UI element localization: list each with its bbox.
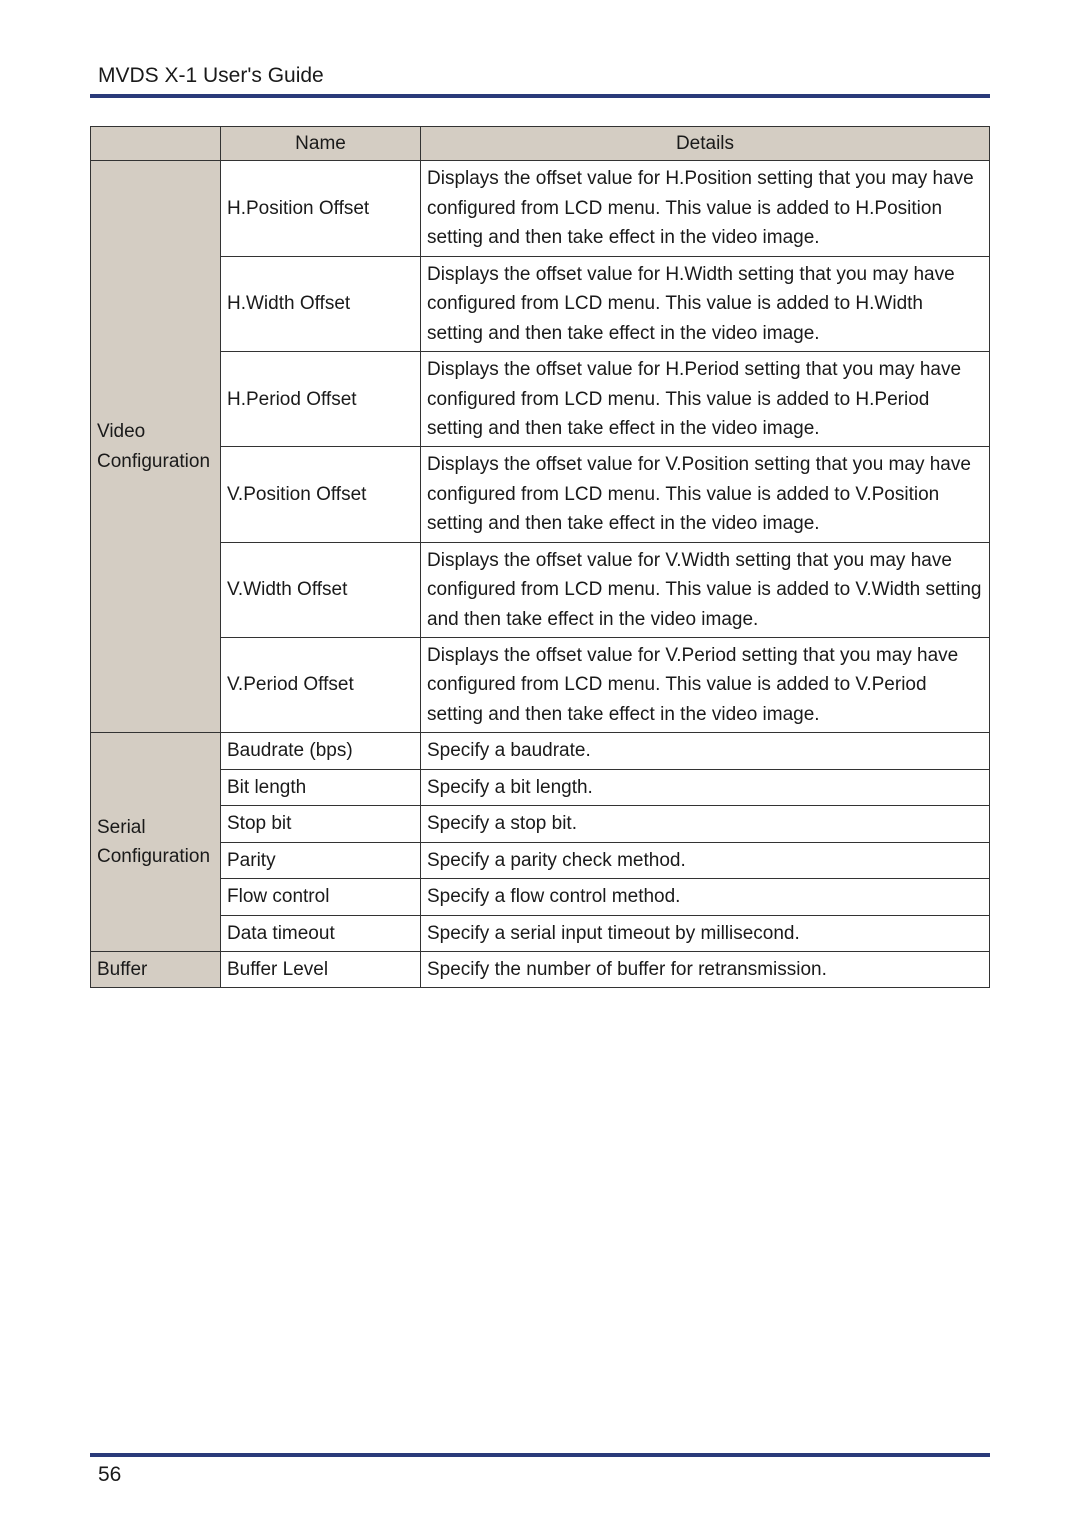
category-cell: Video Configuration <box>91 161 221 733</box>
details-cell: Displays the offset value for V.Position… <box>421 447 990 542</box>
table-row: Flow control Specify a flow control meth… <box>91 879 990 915</box>
category-cell: Serial Configuration <box>91 733 221 952</box>
table-row: V.Width Offset Displays the offset value… <box>91 542 990 637</box>
name-cell: Stop bit <box>221 806 421 842</box>
name-cell: H.Width Offset <box>221 256 421 351</box>
name-cell: Data timeout <box>221 915 421 951</box>
footer-rule <box>90 1453 990 1457</box>
table-row: Bit length Specify a bit length. <box>91 769 990 805</box>
details-cell: Specify a stop bit. <box>421 806 990 842</box>
details-cell: Specify a parity check method. <box>421 842 990 878</box>
table-row: V.Position Offset Displays the offset va… <box>91 447 990 542</box>
table-row: Buffer Buffer Level Specify the number o… <box>91 951 990 987</box>
col-header-details: Details <box>421 127 990 161</box>
details-cell: Displays the offset value for H.Period s… <box>421 352 990 447</box>
page-number: 56 <box>98 1463 121 1487</box>
table-row: Data timeout Specify a serial input time… <box>91 915 990 951</box>
name-cell: H.Period Offset <box>221 352 421 447</box>
name-cell: Buffer Level <box>221 951 421 987</box>
table-row: Serial Configuration Baudrate (bps) Spec… <box>91 733 990 769</box>
table-row: Stop bit Specify a stop bit. <box>91 806 990 842</box>
category-cell: Buffer <box>91 951 221 987</box>
name-cell: Parity <box>221 842 421 878</box>
details-cell: Displays the offset value for V.Width se… <box>421 542 990 637</box>
name-cell: V.Period Offset <box>221 638 421 733</box>
name-cell: Bit length <box>221 769 421 805</box>
details-cell: Specify a flow control method. <box>421 879 990 915</box>
col-header-name: Name <box>221 127 421 161</box>
name-cell: H.Position Offset <box>221 161 421 256</box>
details-cell: Specify a baudrate. <box>421 733 990 769</box>
col-header-category <box>91 127 221 161</box>
details-cell: Specify a serial input timeout by millis… <box>421 915 990 951</box>
settings-table: Name Details Video Configuration H.Posit… <box>90 126 990 988</box>
header-rule <box>90 94 990 98</box>
name-cell: Flow control <box>221 879 421 915</box>
name-cell: V.Width Offset <box>221 542 421 637</box>
name-cell: V.Position Offset <box>221 447 421 542</box>
details-cell: Specify a bit length. <box>421 769 990 805</box>
name-cell: Baudrate (bps) <box>221 733 421 769</box>
details-cell: Specify the number of buffer for retrans… <box>421 951 990 987</box>
table-row: Parity Specify a parity check method. <box>91 842 990 878</box>
table-row: H.Period Offset Displays the offset valu… <box>91 352 990 447</box>
page-title: MVDS X-1 User's Guide <box>90 64 990 88</box>
table-row: Video Configuration H.Position Offset Di… <box>91 161 990 256</box>
details-cell: Displays the offset value for H.Width se… <box>421 256 990 351</box>
table-row: V.Period Offset Displays the offset valu… <box>91 638 990 733</box>
table-row: H.Width Offset Displays the offset value… <box>91 256 990 351</box>
details-cell: Displays the offset value for H.Position… <box>421 161 990 256</box>
details-cell: Displays the offset value for V.Period s… <box>421 638 990 733</box>
